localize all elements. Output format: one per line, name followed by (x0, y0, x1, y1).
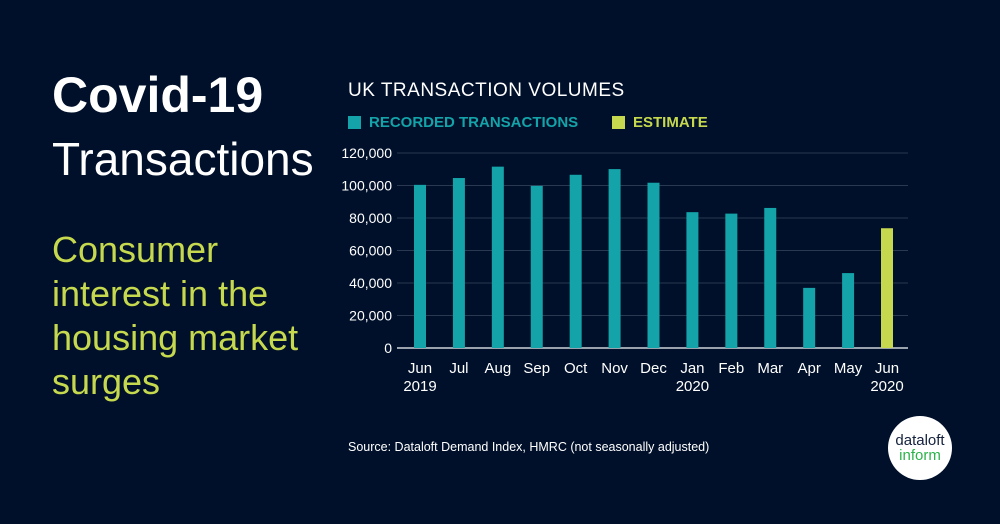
logo-text: dataloft (895, 432, 945, 449)
x-tick-label: Sep (523, 360, 550, 377)
source-note: Source: Dataloft Demand Index, HMRC (not… (348, 440, 710, 454)
bar-10 (803, 287, 816, 348)
x-tick-label: 2020 (676, 378, 709, 395)
headline-subtitle: Consumer interest in the housing market … (52, 229, 299, 402)
y-tick-label: 0 (384, 340, 392, 356)
x-tick-label: Aug (484, 360, 511, 377)
bar-11 (842, 273, 855, 348)
bar-4 (569, 174, 582, 348)
x-tick-label: May (834, 360, 863, 377)
x-tick-label: Jun (875, 360, 899, 377)
x-tick-label: 2020 (870, 378, 903, 395)
y-tick-label: 20,000 (349, 308, 392, 324)
headline-title: Covid-19 (52, 67, 264, 123)
dataloft-logo: dataloft inform (888, 416, 952, 480)
y-tick-label: 40,000 (349, 275, 392, 291)
legend-label: RECORDED TRANSACTIONS (369, 114, 579, 131)
legend-recorded: RECORDED TRANSACTIONS (348, 114, 578, 131)
bar-6 (647, 182, 660, 348)
x-tick-label: Jun (408, 360, 432, 377)
x-tick-label: 2019 (403, 378, 436, 395)
bar-5 (608, 169, 621, 348)
logo-text: inform (899, 447, 941, 464)
y-tick-label: 100,000 (341, 178, 392, 194)
legend-swatch (612, 116, 625, 129)
bar-8 (725, 213, 738, 348)
x-tick-label: Jul (449, 360, 468, 377)
x-tick-label: Feb (718, 360, 744, 377)
bar-1 (452, 178, 465, 348)
bar-3 (530, 185, 543, 348)
bar-12 (881, 228, 893, 348)
headline-title-2: Transactions (52, 133, 314, 185)
x-tick-label: Nov (601, 360, 628, 377)
y-tick-label: 120,000 (341, 145, 392, 161)
x-tick-label: Jan (680, 360, 704, 377)
x-tick-label: Apr (797, 360, 820, 377)
x-tick-label: Oct (564, 360, 588, 377)
x-tick-label: Mar (757, 360, 783, 377)
legend-label: ESTIMATE (633, 114, 708, 131)
x-tick-label: Dec (640, 360, 667, 377)
bar-2 (491, 166, 504, 348)
bar-7 (686, 212, 699, 348)
legend-swatch (348, 116, 361, 129)
y-tick-label: 60,000 (349, 243, 392, 259)
chart-title: UK TRANSACTION VOLUMES (348, 80, 625, 101)
legend-estimate: ESTIMATE (612, 114, 708, 131)
bar-9 (764, 207, 777, 348)
bar-0 (414, 184, 426, 348)
y-tick-label: 80,000 (349, 210, 392, 226)
